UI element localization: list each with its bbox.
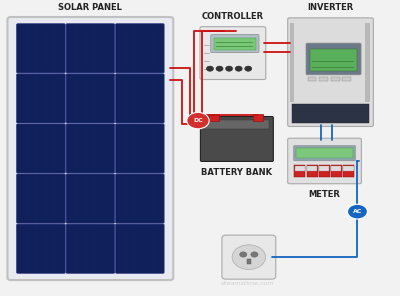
FancyBboxPatch shape [200,27,266,80]
Bar [295,166,305,171]
Circle shape [245,66,252,71]
Bar [331,77,340,81]
Circle shape [232,245,266,269]
Circle shape [216,66,223,71]
FancyBboxPatch shape [17,74,65,123]
Bar [307,165,318,177]
Bar [290,23,294,102]
Bar [344,166,354,171]
Bar [214,38,256,49]
Bar [319,166,329,171]
Bar [204,120,269,129]
Bar [331,165,342,177]
Circle shape [206,66,214,71]
FancyBboxPatch shape [17,24,65,73]
FancyBboxPatch shape [66,24,115,73]
FancyBboxPatch shape [294,146,356,161]
FancyBboxPatch shape [116,224,164,273]
Bar [209,114,219,121]
Bar [310,49,357,71]
Text: CONTROLLER: CONTROLLER [202,12,264,21]
FancyBboxPatch shape [17,174,65,223]
Bar [292,104,369,123]
FancyBboxPatch shape [116,174,164,223]
FancyBboxPatch shape [66,224,115,273]
FancyBboxPatch shape [8,17,173,280]
FancyBboxPatch shape [288,138,362,184]
Bar [366,23,370,102]
FancyBboxPatch shape [211,35,259,52]
Bar [253,114,262,121]
FancyBboxPatch shape [306,43,361,75]
FancyBboxPatch shape [66,124,115,173]
Circle shape [348,204,368,219]
FancyBboxPatch shape [200,117,273,161]
Text: BATTERY BANK: BATTERY BANK [201,168,272,177]
FancyBboxPatch shape [17,224,65,273]
Bar [307,166,317,171]
Bar [319,77,328,81]
Text: INVERTER: INVERTER [308,3,354,12]
Circle shape [226,66,233,71]
Bar [319,165,330,177]
Text: DC: DC [193,118,203,123]
Circle shape [251,252,258,257]
FancyBboxPatch shape [17,124,65,173]
Bar [296,148,353,158]
Bar [343,165,354,177]
Text: SOLAR PANEL: SOLAR PANEL [58,3,122,12]
Bar [247,260,251,264]
Bar [308,77,316,81]
FancyBboxPatch shape [66,74,115,123]
Bar [294,165,306,177]
FancyBboxPatch shape [66,174,115,223]
Circle shape [187,112,209,129]
Text: METER: METER [309,190,340,199]
Bar [342,77,351,81]
Circle shape [240,252,247,257]
Text: AC: AC [353,209,362,214]
Circle shape [235,66,242,71]
FancyBboxPatch shape [116,74,164,123]
FancyBboxPatch shape [222,235,276,279]
FancyBboxPatch shape [116,24,164,73]
Text: dreamstime.com: dreamstime.com [221,281,274,287]
Bar [331,166,342,171]
FancyBboxPatch shape [116,124,164,173]
FancyBboxPatch shape [288,18,373,126]
